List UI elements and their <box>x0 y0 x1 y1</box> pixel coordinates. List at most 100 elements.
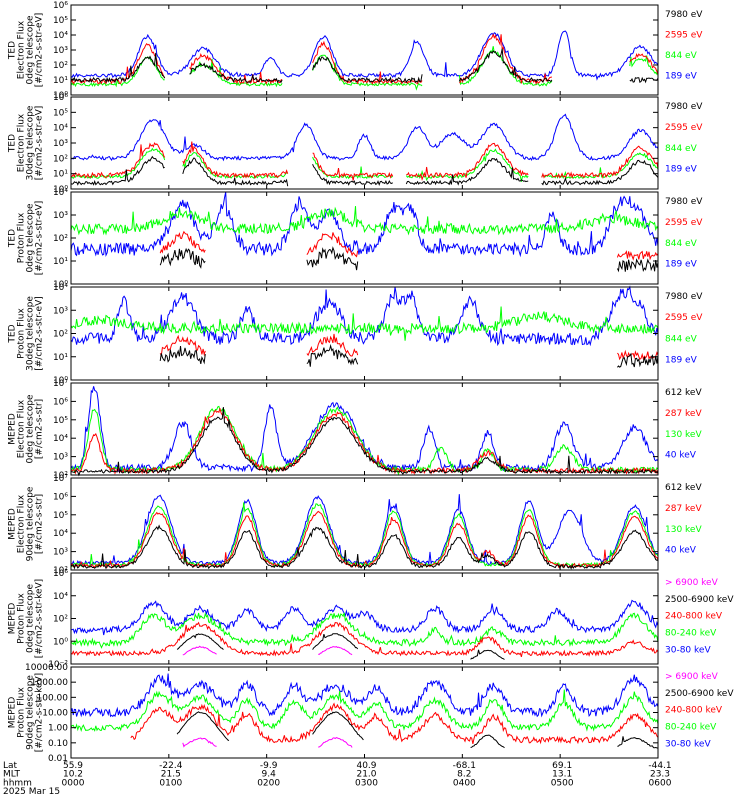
y-tick-label: 10⁶ <box>53 397 68 407</box>
y-label-line: MEPED <box>8 508 18 540</box>
panel-y-label: TEDProton Flux0deg telescope[#/cm2-s-str… <box>8 201 45 276</box>
series-844-ev <box>70 206 659 236</box>
axis-mlt-value: 10.2 <box>63 770 83 780</box>
legend-entry: 40 keV <box>665 546 697 556</box>
series-844-ev <box>70 306 659 341</box>
axis-row-label: Lat <box>3 761 18 771</box>
y-tick-label: 10³ <box>53 548 68 558</box>
y-label-line: [#/cm2-s-str] <box>35 399 45 459</box>
y-tick-label: 10⁰ <box>53 185 68 195</box>
panel-frame <box>70 477 659 571</box>
y-tick-label: 10² <box>53 61 68 71</box>
y-label-line: 0deg telescope <box>26 394 36 464</box>
panel-y-label: MEPEDProton Flux90deg telescope[#/cm2-s-… <box>8 673 45 752</box>
y-tick-label: 10⁴ <box>53 592 68 602</box>
y-tick-label: 10³ <box>53 46 68 56</box>
y-tick-label: 0.01 <box>48 754 68 764</box>
y-tick-label: 10000.00 <box>25 663 68 673</box>
axis-row-label: hhmm <box>3 778 32 788</box>
legend-entry: 80-240 keV <box>665 629 717 639</box>
panel-4: 10⁰ 10¹ 10² 10³ 10⁴ TEDProton Flux30deg teles… <box>8 283 704 386</box>
legend-entry: 844 eV <box>665 51 698 61</box>
axis-mlt-value: 9.4 <box>262 770 277 780</box>
y-label-line: MEPED <box>8 603 18 635</box>
y-tick-label: 10¹ <box>53 353 68 363</box>
y-tick-label: 0.10 <box>48 739 68 749</box>
axis-mlt-value: 23.3 <box>650 770 670 780</box>
y-tick-label: 10⁶ <box>53 93 68 103</box>
y-label-line: 0deg telescope <box>26 15 36 85</box>
y-tick-label: 10⁰ <box>53 637 68 647</box>
axis-lat-value: 69.1 <box>552 761 572 771</box>
axis-hhmm-value: 0200 <box>257 778 280 788</box>
series-40-kev <box>70 494 659 566</box>
legend-entry: 844 eV <box>665 144 698 154</box>
axis-hhmm-value: 0100 <box>159 778 182 788</box>
series-7980-ev <box>70 48 659 84</box>
y-label-line: Proton Flux <box>17 308 27 359</box>
y-tick-label: 10⁷ <box>53 474 68 484</box>
y-tick-label: 100.00 <box>37 693 69 703</box>
y-tick-label: 10⁵ <box>53 108 68 118</box>
series-287-kev <box>70 408 659 475</box>
series-2500-6900-kev <box>176 633 505 660</box>
series-189-ev <box>70 30 659 81</box>
axis-hhmm-value: 0300 <box>355 778 378 788</box>
y-tick-label: 10⁰ <box>53 91 68 101</box>
axis-hhmm-value: 0500 <box>551 778 574 788</box>
y-tick-label: 10³ <box>53 453 68 463</box>
y-label-line: Electron Flux <box>17 20 27 79</box>
series-80-240-kev <box>70 612 659 649</box>
series-189-ev <box>70 113 659 162</box>
legend-entry: 240-800 keV <box>665 706 723 716</box>
legend-entry: 2500-6900 keV <box>665 595 734 605</box>
y-label-line: 90deg telescope <box>26 486 36 561</box>
panel-y-label: MEPEDProton Flux0deg telescope[#/cm2-s-s… <box>8 579 45 658</box>
legend-entry: 240-800 keV <box>665 612 723 622</box>
panel-y-label: MEPEDElectron Flux0deg telescope[#/cm2-s… <box>8 394 45 464</box>
legend-entry: 7980 eV <box>665 10 703 20</box>
y-label-line: MEPED <box>8 413 18 445</box>
panel-7: 10⁻² 10⁰ 10² 10⁴ 10⁶ MEPEDProton Flux0deg tel… <box>8 569 735 670</box>
series-2595-ev <box>70 141 659 182</box>
y-label-line: [#/cm2-s-str-keV] <box>35 673 45 752</box>
y-tick-label: 10¹ <box>53 170 68 180</box>
legend-entry: 30-80 keV <box>665 645 711 655</box>
axis-mlt-value: 13.1 <box>552 770 572 780</box>
series-30-80-kev <box>70 673 659 718</box>
legend-entry: 130 keV <box>665 430 702 440</box>
y-label-line: Electron Flux <box>17 494 27 553</box>
y-tick-label: 10⁶ <box>53 1 68 11</box>
panel-2: 10⁰ 10¹ 10² 10³ 10⁴ 10⁵ 10⁶ TEDElectron Flux30d… <box>8 93 704 195</box>
y-tick-label: 10¹ <box>53 257 68 267</box>
y-label-line: TED <box>8 134 18 153</box>
y-label-line: Electron Flux <box>17 399 27 458</box>
legend-entry: 189 eV <box>665 71 698 81</box>
y-tick-label: 10³ <box>53 306 68 316</box>
y-label-line: 30deg telescope <box>26 296 36 371</box>
y-label-line: [#/cm2-s-str-eV] <box>35 201 45 276</box>
panel-5: 10² 10³ 10⁴ 10⁵ 10⁶ 10⁷ MEPEDElectron Flux0deg… <box>8 379 703 481</box>
panel-frame <box>70 666 659 759</box>
axis-hhmm-value: 0400 <box>453 778 476 788</box>
axis-row-label: 2025 Mar 15 <box>3 787 60 797</box>
legend-entry: 2595 eV <box>665 123 703 133</box>
axis-hhmm-value: 0600 <box>649 778 672 788</box>
y-tick-label: 10⁵ <box>53 416 68 426</box>
panel-frame <box>70 191 659 285</box>
legend-entry: 2500-6900 keV <box>665 689 734 699</box>
y-tick-label: 10⁴ <box>53 434 68 444</box>
legend-entry: 2595 eV <box>665 30 703 40</box>
axis-mlt-value: 21.5 <box>161 770 181 780</box>
legend-entry: 844 eV <box>665 334 698 344</box>
y-tick-label: 10² <box>53 471 68 481</box>
y-label-line: Proton Flux <box>17 212 27 263</box>
axis-lat-value: -22.4 <box>159 761 183 771</box>
y-tick-label: 10⁷ <box>53 379 68 389</box>
series-287-kev <box>70 510 659 569</box>
y-tick-label: 10² <box>53 330 68 340</box>
panel-frame <box>70 382 659 476</box>
y-tick-label: 10⁶ <box>53 492 68 502</box>
